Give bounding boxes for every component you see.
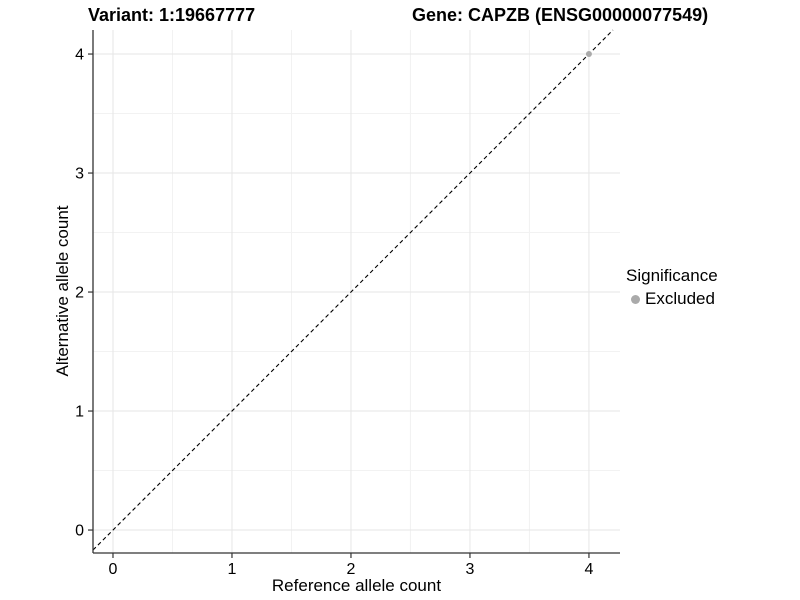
legend-title: Significance	[626, 266, 718, 285]
x-tick-label: 0	[109, 561, 118, 578]
plot-title-variant: Variant: 1:19667777	[88, 5, 256, 25]
x-tick-label: 3	[466, 561, 475, 578]
y-axis-title: Alternative allele count	[53, 205, 72, 377]
excluded-point-icon	[631, 294, 640, 304]
x-tick-label: 4	[584, 561, 593, 578]
y-tick-label: 2	[75, 285, 84, 302]
x-axis-title: Reference allele count	[271, 576, 442, 595]
y-tick-label: 4	[75, 47, 84, 64]
legend-item-label: Excluded	[645, 289, 715, 308]
y-tick-label: 1	[75, 404, 84, 421]
legend-item-excluded: Excluded	[626, 289, 718, 309]
legend: Significance Excluded	[626, 266, 718, 309]
y-tick-label: 3	[75, 166, 84, 183]
x-tick-label: 1	[228, 561, 237, 578]
identity-reference-line	[92, 29, 614, 551]
plot-title-gene: Gene: CAPZB (ENSG00000077549)	[412, 5, 709, 25]
data-point	[585, 51, 592, 58]
x-tick-label: 2	[347, 561, 356, 578]
y-tick-label: 0	[75, 523, 84, 540]
